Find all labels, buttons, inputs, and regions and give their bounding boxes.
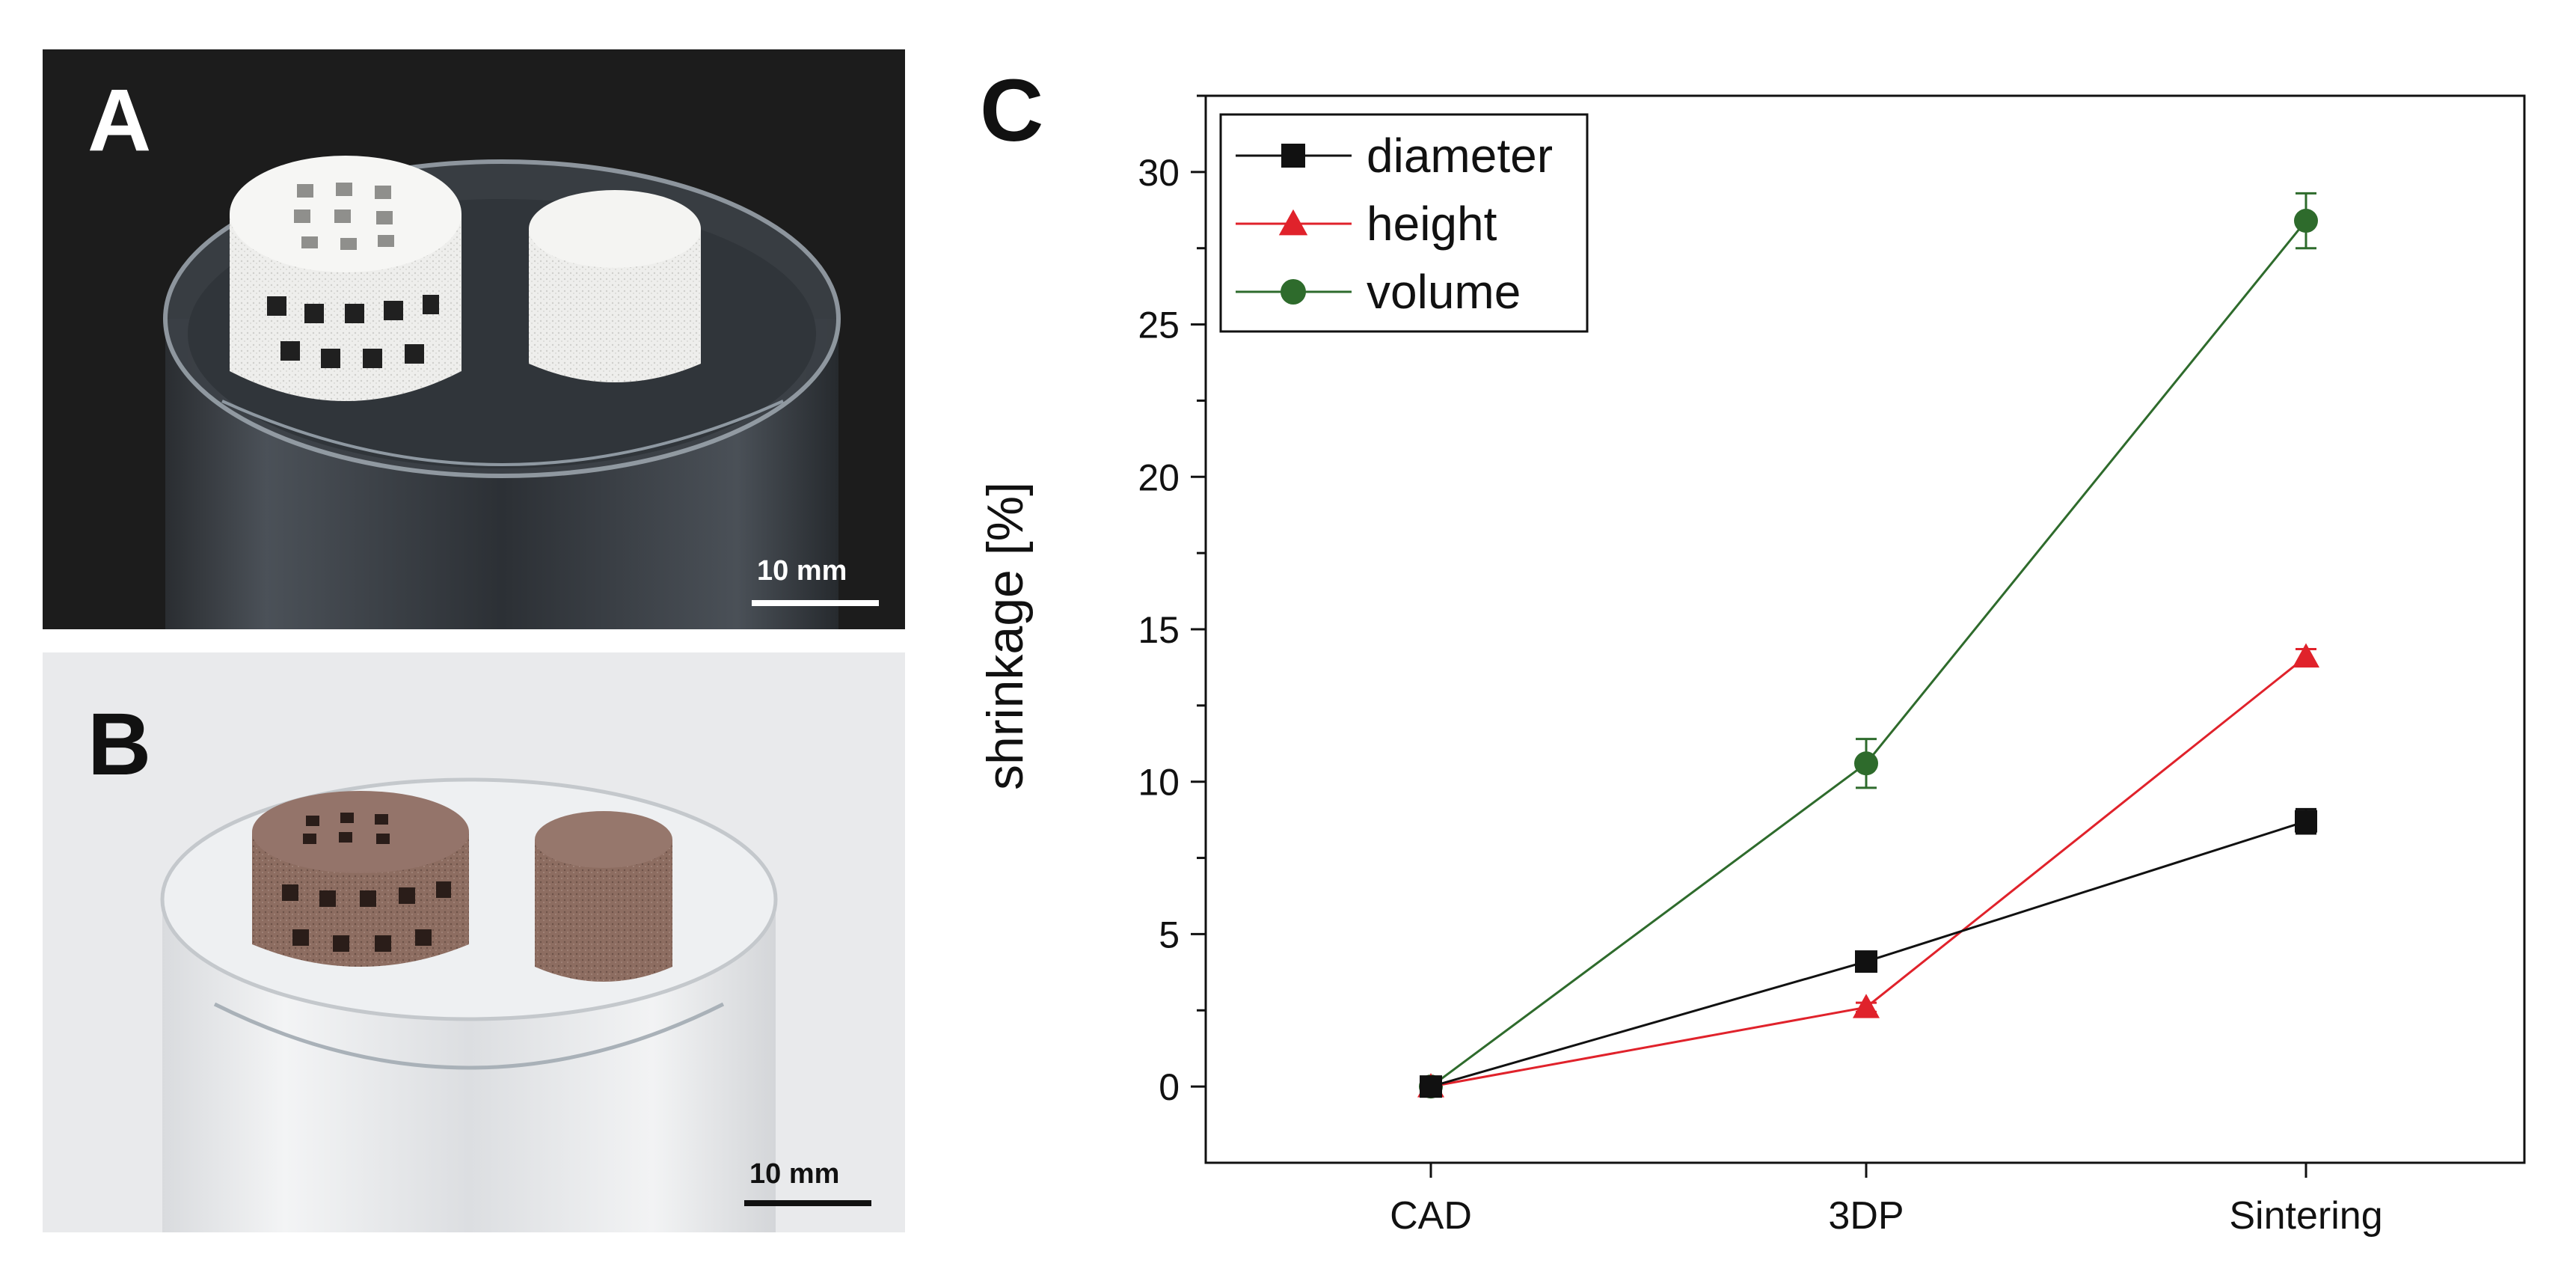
x-tick-label: CAD [1390, 1194, 1472, 1238]
data-point-diameter [1855, 950, 1877, 973]
photo-panel-a: A 10 mm [43, 49, 905, 629]
y-tick-label: 25 [1138, 305, 1180, 346]
y-tick-label: 30 [1138, 152, 1180, 194]
scaffold-photo-brown [160, 777, 778, 1232]
data-point-height [1853, 994, 1880, 1018]
scale-bar-label-a: 10 mm [757, 555, 847, 587]
y-tick-label: 5 [1159, 914, 1180, 956]
legend-label-diameter: diameter [1367, 129, 1553, 183]
panel-label-c: C [980, 61, 1043, 160]
scale-bar-label-b: 10 mm [749, 1158, 840, 1190]
data-point-volume [2294, 209, 2318, 233]
series-line-height [1430, 655, 2307, 1088]
legend-marker-height [1278, 209, 1308, 236]
data-point-diameter [1420, 1075, 1442, 1098]
y-tick-label: 20 [1138, 456, 1180, 498]
data-point-diameter [2295, 810, 2317, 833]
x-tick-label: Sintering [2229, 1194, 2382, 1238]
x-tick-label: 3DP [1828, 1194, 1904, 1238]
data-point-height [2293, 643, 2319, 668]
legend-marker-volume [1281, 279, 1306, 305]
shrinkage-chart: C 0 5 10 15 20 25 30 CAD 3DP Sintering diameter hei… [977, 61, 2526, 1238]
legend-marker-diameter [1281, 144, 1305, 168]
y-axis-label: shrinkage [%] [977, 482, 1034, 790]
scale-bar-b [744, 1200, 871, 1206]
data-point-volume [1854, 751, 1878, 776]
panel-label-b: B [88, 695, 152, 794]
scale-bar-a [752, 600, 879, 606]
panel-label-a: A [88, 71, 152, 170]
photo-panel-b: B 10 mm [43, 652, 905, 1232]
y-tick-label: 15 [1138, 609, 1180, 651]
y-tick-label: 10 [1138, 762, 1180, 804]
legend-label-height: height [1367, 197, 1497, 251]
scaffold-photo-white [163, 156, 841, 629]
y-tick-label: 0 [1159, 1066, 1180, 1108]
legend-label-volume: volume [1367, 265, 1521, 319]
